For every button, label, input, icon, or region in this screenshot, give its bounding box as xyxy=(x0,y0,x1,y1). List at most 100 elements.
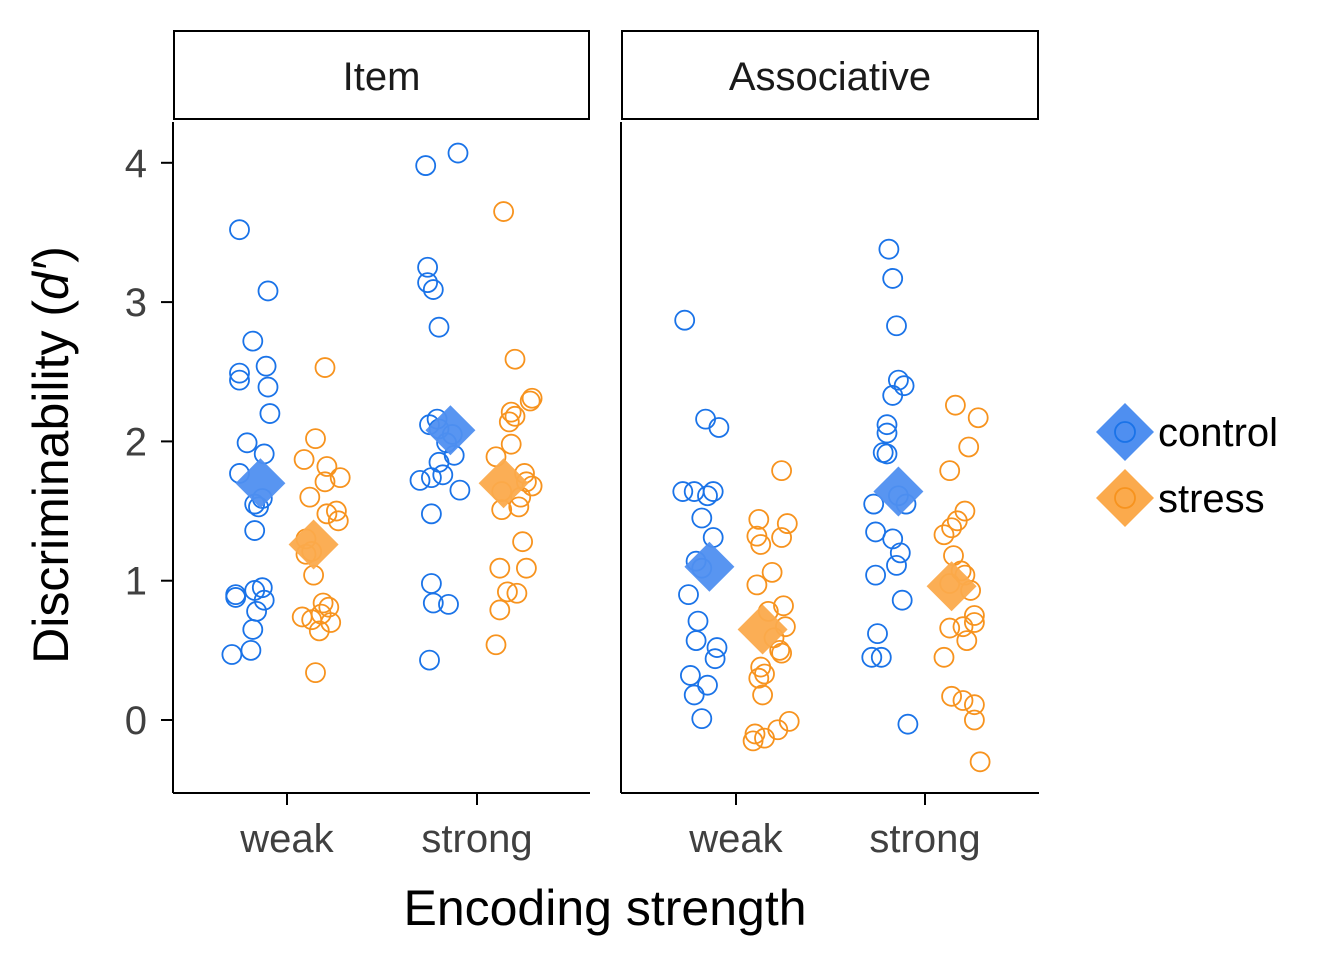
data-point-stress xyxy=(485,634,507,656)
data-point-stress xyxy=(496,581,518,603)
data-point-control xyxy=(257,376,279,398)
data-point-control xyxy=(687,610,709,632)
data-point-control xyxy=(886,315,907,337)
data-point-stress xyxy=(952,690,974,711)
data-point-stress xyxy=(318,596,340,618)
data-point-control xyxy=(865,564,886,586)
data-point-stress xyxy=(314,357,336,378)
data-point-control xyxy=(229,219,250,241)
data-point-control xyxy=(893,375,915,397)
data-point-stress xyxy=(956,630,978,651)
legend-item-control: control xyxy=(1096,403,1278,461)
data-point-control xyxy=(704,648,726,670)
y-axis-title-italic: d′ xyxy=(23,261,79,300)
data-point-control xyxy=(255,355,277,377)
data-point-control xyxy=(891,589,913,611)
data-point-control xyxy=(867,623,888,645)
y-axis-title-suffix: ) xyxy=(23,246,79,263)
data-point-stress xyxy=(958,436,980,458)
data-point-stress xyxy=(504,405,526,427)
mean-marker-stress xyxy=(737,604,788,655)
data-point-stress xyxy=(316,503,338,525)
mean-marker-control xyxy=(684,541,735,592)
data-point-control xyxy=(697,485,718,507)
data-point-control xyxy=(685,630,707,651)
legend-item-stress: stress xyxy=(1096,469,1265,527)
data-point-stress xyxy=(769,639,791,661)
panels-layer: Item weak strong Associative weak strong xyxy=(173,30,1039,861)
data-point-control xyxy=(702,527,724,548)
mean-marker-stress xyxy=(288,519,339,570)
data-point-stress xyxy=(754,727,775,749)
legend-key-circle xyxy=(1114,421,1136,443)
data-point-control xyxy=(702,481,724,502)
data-point-stress xyxy=(516,557,537,579)
y-tick-label: 0 xyxy=(125,699,147,743)
data-point-stress xyxy=(964,605,985,626)
x-axis-title: Encoding strength xyxy=(403,880,806,936)
data-point-stress xyxy=(748,667,770,689)
x-tick-label: weak xyxy=(239,817,334,861)
data-point-stress xyxy=(500,433,522,455)
data-point-control xyxy=(229,362,250,384)
data-point-control xyxy=(447,142,469,164)
data-point-control xyxy=(695,408,716,430)
data-point-stress xyxy=(964,612,985,633)
data-point-control xyxy=(242,619,264,640)
legend-key-diamond xyxy=(1096,469,1154,527)
data-point-stress xyxy=(746,574,768,596)
data-point-control xyxy=(697,674,718,696)
data-point-control xyxy=(417,272,439,293)
data-point-stress xyxy=(327,510,349,532)
data-point-stress xyxy=(316,456,338,477)
data-point-control xyxy=(420,503,442,525)
panel-strip xyxy=(621,30,1039,120)
data-point-control xyxy=(691,507,713,529)
data-point-stress xyxy=(506,582,528,604)
panel-strip xyxy=(173,30,590,120)
data-point-control xyxy=(236,432,258,454)
data-point-stress xyxy=(939,617,961,639)
data-point-stress xyxy=(941,517,962,539)
legend-key-circle xyxy=(1114,487,1136,509)
y-tick-label: 2 xyxy=(125,420,147,464)
data-point-stress xyxy=(489,557,511,579)
data-point-control xyxy=(242,330,264,352)
data-point-stress xyxy=(771,527,792,548)
data-point-stress xyxy=(312,592,334,614)
data-point-stress xyxy=(299,486,321,508)
x-tick-label: strong xyxy=(421,817,532,861)
y-tick-label: 4 xyxy=(125,142,147,186)
panel-item: Item weak strong xyxy=(173,30,590,861)
data-point-stress xyxy=(308,620,330,642)
data-point-control xyxy=(240,639,262,661)
data-point-stress xyxy=(933,646,955,668)
data-point-control xyxy=(889,542,911,564)
data-point-stress xyxy=(500,401,522,423)
mean-marker-control xyxy=(873,466,924,517)
data-point-stress xyxy=(512,531,533,553)
data-point-stress xyxy=(952,616,974,638)
data-point-control xyxy=(253,589,275,611)
data-point-stress xyxy=(489,599,511,621)
y-tick-label: 3 xyxy=(125,281,147,325)
data-point-stress xyxy=(742,730,764,752)
data-point-control xyxy=(863,493,885,515)
legend-label: stress xyxy=(1158,477,1265,521)
panel-associative: Associative weak strong xyxy=(621,30,1039,861)
data-point-control xyxy=(876,414,898,436)
mean-marker-control xyxy=(425,405,476,456)
data-point-control xyxy=(882,385,904,406)
data-point-stress xyxy=(291,606,313,628)
data-point-stress xyxy=(939,460,961,482)
data-point-control xyxy=(888,369,909,391)
data-point-stress xyxy=(519,390,541,412)
data-point-control xyxy=(876,422,898,444)
data-point-control xyxy=(415,155,437,176)
data-point-control xyxy=(422,279,444,300)
mean-marker-control xyxy=(235,458,286,509)
data-point-stress xyxy=(933,524,955,546)
data-point-control xyxy=(674,309,696,331)
data-point-control xyxy=(708,417,730,438)
